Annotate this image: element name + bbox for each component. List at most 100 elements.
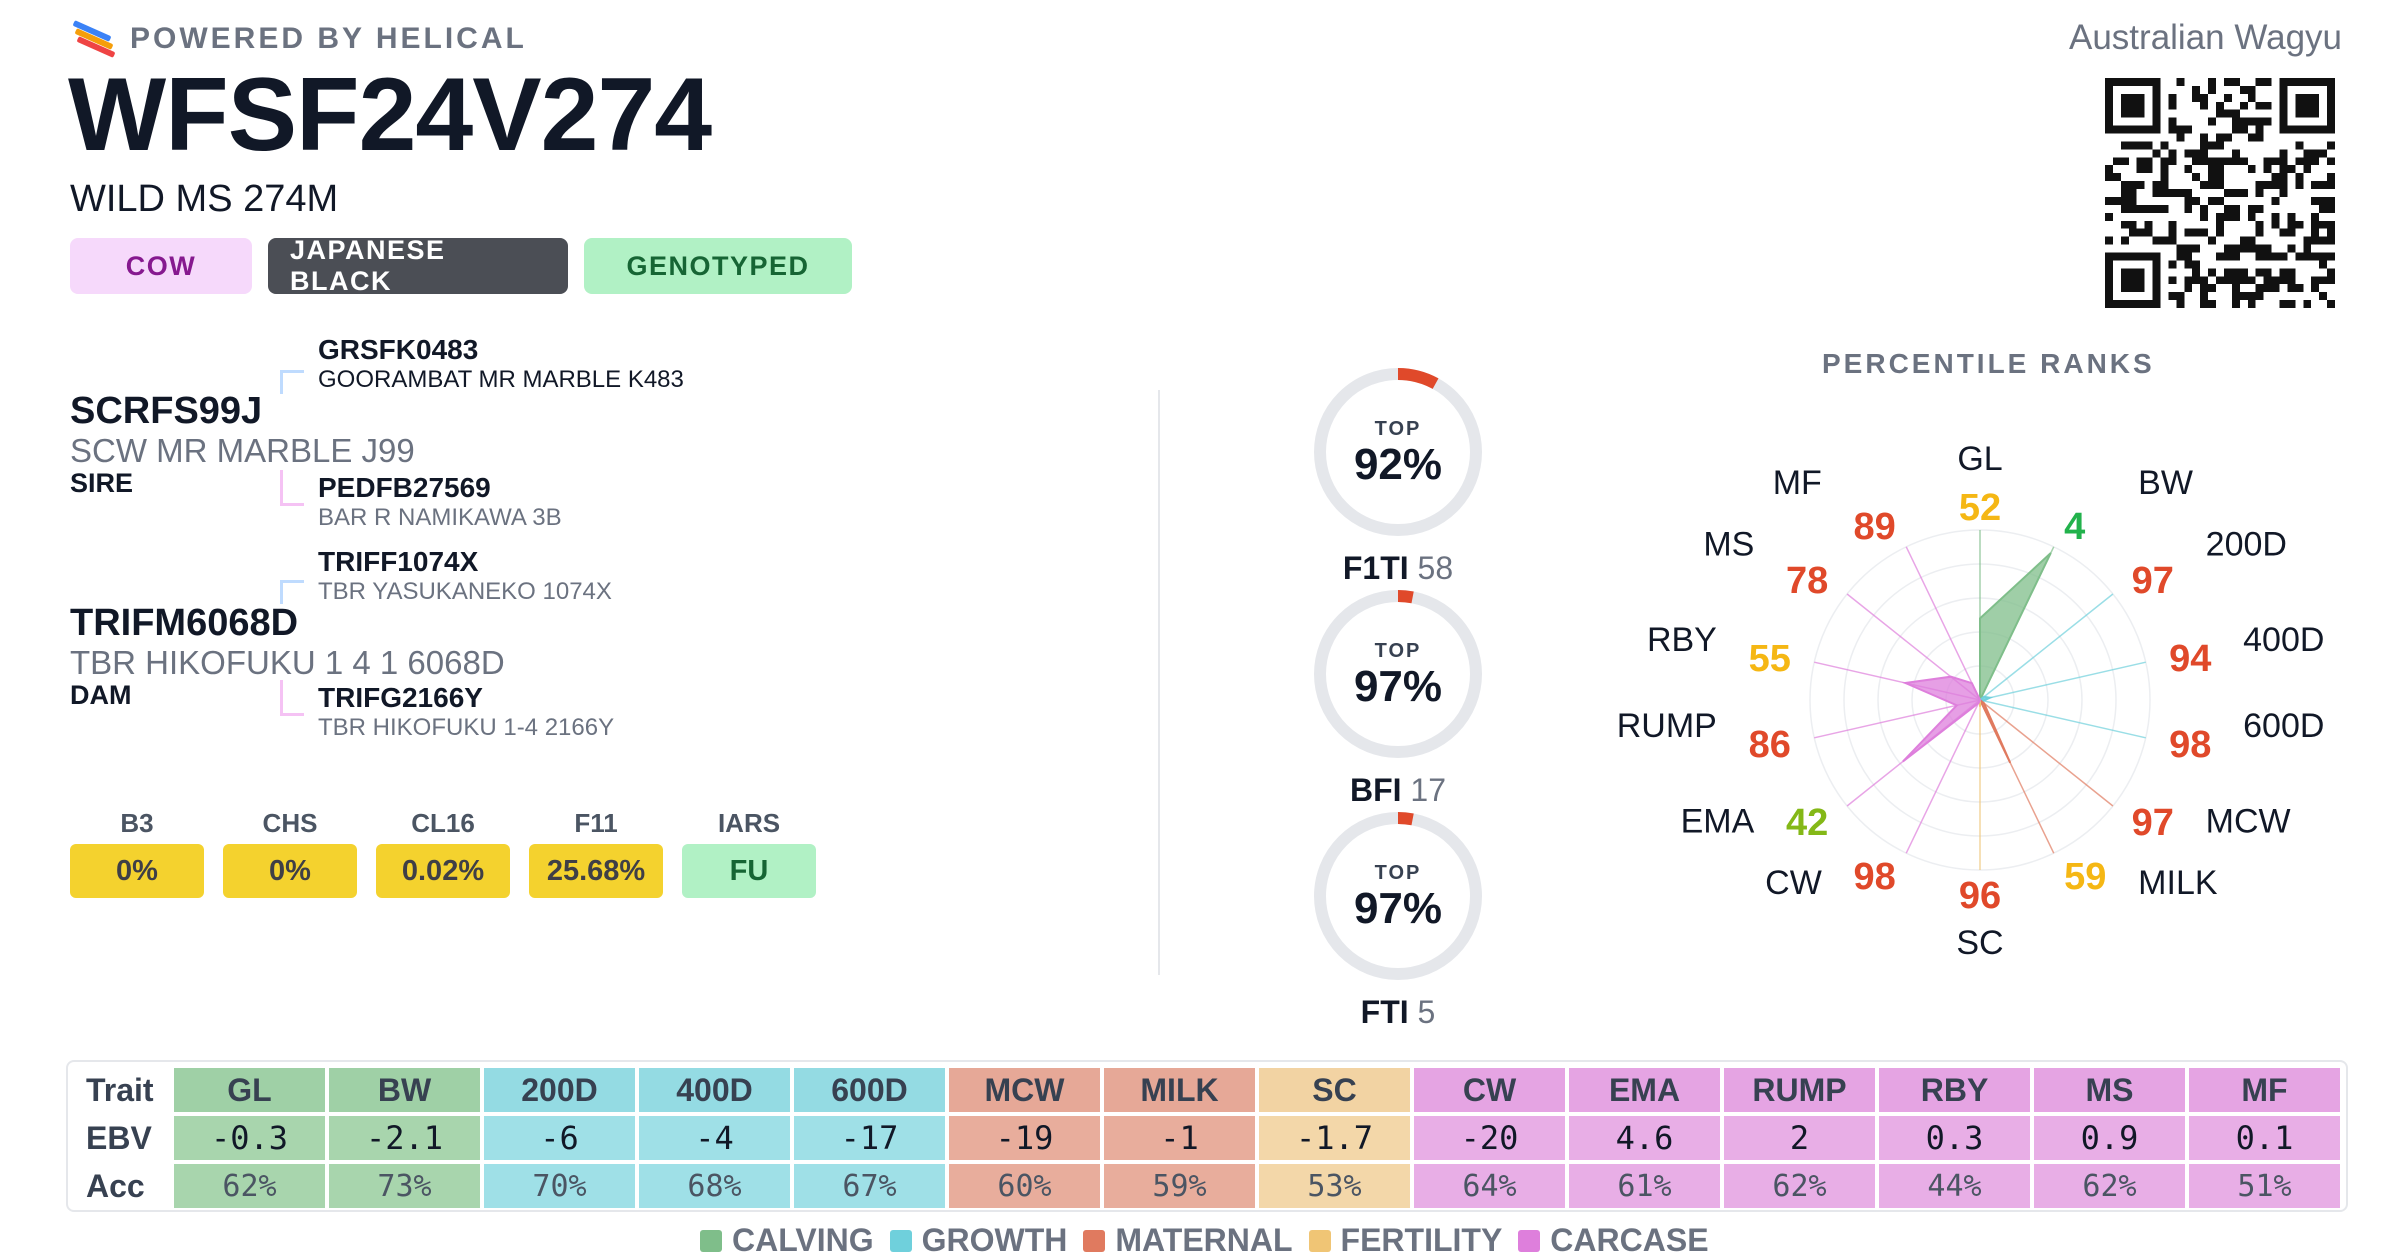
ebv-cell: 0.9 bbox=[2034, 1116, 2185, 1160]
trait-header-cell: RUMP bbox=[1724, 1068, 1875, 1112]
legend-label: CARCASE bbox=[1550, 1222, 1709, 1258]
legend-swatch bbox=[889, 1229, 912, 1252]
condition-label: CHS bbox=[262, 808, 318, 838]
gauge-f1ti[interactable]: TOP 92% F1TI 58 bbox=[1308, 362, 1488, 587]
radar-trait-label: 600D bbox=[2243, 707, 2324, 745]
gauge-percent: 97% bbox=[1353, 661, 1443, 711]
radar-rank-value: 97 bbox=[2132, 802, 2174, 844]
acc-cell: 44% bbox=[1879, 1164, 2030, 1208]
condition-label: CL16 bbox=[411, 808, 475, 838]
gauge-bfi[interactable]: TOP 97% BFI 17 bbox=[1308, 584, 1488, 809]
gauge-caption: FTI 5 bbox=[1308, 994, 1488, 1031]
animal-name: WILD MS 274M bbox=[70, 178, 339, 220]
radar-trait-label: RUMP bbox=[1617, 707, 1717, 745]
condition-chs: CHS 0% bbox=[223, 808, 357, 898]
condition-cl16: CL16 0.02% bbox=[376, 808, 510, 898]
trait-header-cell: BW bbox=[329, 1068, 480, 1112]
condition-label: F11 bbox=[574, 808, 618, 838]
dam-name: TBR HIKOFUKU 1 4 1 6068D bbox=[70, 644, 505, 681]
gauge-percent: 92% bbox=[1353, 439, 1443, 489]
dam-sire-id[interactable]: TRIFF1074X bbox=[318, 546, 479, 577]
dam-sire-name: TBR YASUKANEKO 1074X bbox=[318, 578, 612, 605]
trait-header-cell: MF bbox=[2189, 1068, 2340, 1112]
radar-rank-value: 98 bbox=[2169, 724, 2211, 766]
radar-trait-label: MF bbox=[1773, 464, 1822, 502]
gauge-ring bbox=[1314, 812, 1482, 980]
badge-row: COW JAPANESE BLACK GENOTYPED bbox=[70, 235, 852, 296]
radar-trait-label: 200D bbox=[2206, 526, 2287, 564]
radar-spoke bbox=[1979, 593, 2114, 701]
sire-dam-id[interactable]: PEDFB27569 bbox=[318, 472, 491, 503]
section-divider bbox=[1158, 390, 1160, 975]
trait-header-cell: GL bbox=[174, 1068, 325, 1112]
ebv-cell: -0.3 bbox=[174, 1116, 325, 1160]
sire-id[interactable]: SCRFS99J bbox=[70, 390, 263, 432]
legend-item-maternal: MATERNAL bbox=[1083, 1222, 1293, 1259]
condition-b3: B3 0% bbox=[70, 808, 204, 898]
gauge-fti[interactable]: TOP 97% FTI 5 bbox=[1308, 806, 1488, 1031]
radar-trait-label: MCW bbox=[2206, 802, 2291, 840]
ebv-table: Trait GL BW 200D 400D 600D MCW MILK SC CW EMA RUMP… bbox=[66, 1060, 2348, 1212]
dam-dam-id[interactable]: TRIFG2166Y bbox=[318, 682, 483, 713]
sire-sire-name: GOORAMBAT MR MARBLE K483 bbox=[318, 366, 684, 393]
radar-rank-value: 94 bbox=[2169, 638, 2211, 680]
sire-dam-bracket bbox=[280, 470, 304, 506]
acc-cell: 53% bbox=[1259, 1164, 1410, 1208]
acc-cell: 59% bbox=[1104, 1164, 1255, 1208]
legend-label: CALVING bbox=[732, 1222, 874, 1258]
ebv-cell: -1.7 bbox=[1259, 1116, 1410, 1160]
sire-sire-id[interactable]: GRSFK0483 bbox=[318, 334, 479, 365]
legend-item-carcase: CARCASE bbox=[1518, 1222, 1709, 1259]
radar-rank-value: 78 bbox=[1786, 560, 1828, 602]
radar-trait-label: SC bbox=[1956, 924, 2003, 962]
helical-logo-icon bbox=[70, 20, 118, 58]
dam-role: DAM bbox=[70, 680, 132, 710]
acc-cell: 62% bbox=[2034, 1164, 2185, 1208]
radar-rank-value: 89 bbox=[1854, 506, 1896, 548]
radar-trait-label: GL bbox=[1957, 440, 2002, 478]
legend-label: GROWTH bbox=[921, 1222, 1068, 1258]
ebv-cell: -6 bbox=[484, 1116, 635, 1160]
acc-cell: 62% bbox=[174, 1164, 325, 1208]
ebv-cell: -4 bbox=[639, 1116, 790, 1160]
ebv-cell: 4.6 bbox=[1569, 1116, 1720, 1160]
trait-header-cell: EMA bbox=[1569, 1068, 1720, 1112]
dam-id[interactable]: TRIFM6068D bbox=[70, 602, 299, 644]
radar-rank-value: 97 bbox=[2132, 560, 2174, 602]
ebv-cell: -19 bbox=[949, 1116, 1100, 1160]
condition-label: B3 bbox=[120, 808, 154, 838]
dam-dam-bracket bbox=[280, 680, 304, 716]
condition-value: 0.02% bbox=[376, 844, 510, 898]
radar-area-carcase bbox=[1901, 675, 1982, 763]
gauge-ring bbox=[1314, 368, 1482, 536]
trait-header-cell: MILK bbox=[1104, 1068, 1255, 1112]
radar-spoke bbox=[1814, 699, 1981, 739]
index-value: 58 bbox=[1417, 550, 1454, 586]
trait-header-cell: 200D bbox=[484, 1068, 635, 1112]
acc-cell: 51% bbox=[2189, 1164, 2340, 1208]
acc-cell: 61% bbox=[1569, 1164, 1720, 1208]
radar-spoke bbox=[1979, 661, 2146, 701]
row-label: EBV bbox=[86, 1119, 152, 1156]
gauge-caption: BFI 17 bbox=[1308, 772, 1488, 809]
acc-cell: 64% bbox=[1414, 1164, 1565, 1208]
radar-trait-label: 400D bbox=[2243, 621, 2324, 659]
gauge-percent: 97% bbox=[1353, 883, 1443, 933]
qr-code[interactable] bbox=[2104, 78, 2336, 308]
legend-item-calving: CALVING bbox=[700, 1222, 874, 1259]
ebv-cell: -20 bbox=[1414, 1116, 1565, 1160]
radar-trait-label: RBY bbox=[1647, 621, 1717, 659]
radar-rank-value: 55 bbox=[1749, 638, 1791, 680]
row-label: Trait bbox=[86, 1071, 154, 1108]
powered-by-text: POWERED BY HELICAL bbox=[130, 22, 527, 55]
ebv-cell: -17 bbox=[794, 1116, 945, 1160]
condition-iars: IARS FU bbox=[682, 808, 816, 898]
ebv-cell: -2.1 bbox=[329, 1116, 480, 1160]
trait-header-cell: CW bbox=[1414, 1068, 1565, 1112]
legend-label: FERTILITY bbox=[1340, 1222, 1503, 1258]
legend-item-growth: GROWTH bbox=[889, 1222, 1068, 1259]
radar-rank-value: 98 bbox=[1854, 856, 1896, 898]
radar-rank-value: 4 bbox=[2064, 506, 2085, 548]
trait-header-cell: MS bbox=[2034, 1068, 2185, 1112]
sex-badge: COW bbox=[70, 238, 252, 294]
